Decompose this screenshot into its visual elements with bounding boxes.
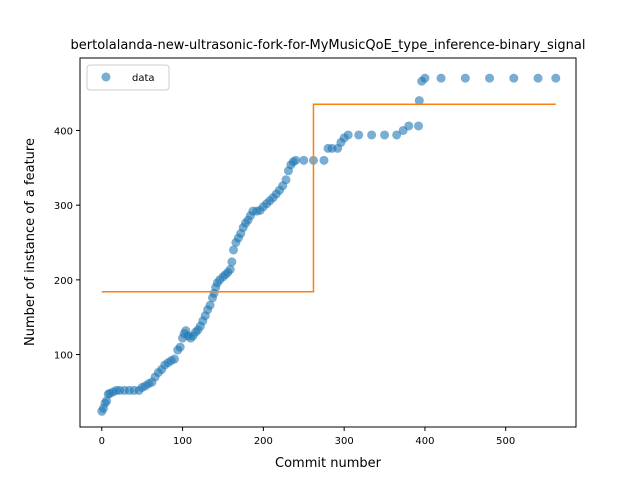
data-point — [102, 396, 112, 406]
data-point — [343, 130, 353, 140]
x-tick-label: 200 — [254, 436, 273, 447]
data-point — [436, 73, 446, 83]
data-point — [414, 96, 424, 106]
data-point — [291, 155, 301, 165]
series-layer — [97, 73, 561, 416]
data-point — [170, 354, 180, 364]
chart-title: bertolalanda-new-ultrasonic-fork-for-MyM… — [71, 38, 586, 53]
legend-box — [86, 64, 170, 91]
data-point — [367, 130, 377, 140]
data-point — [551, 73, 561, 83]
data-point — [485, 73, 495, 83]
x-axis-label: Commit number — [275, 456, 382, 471]
y-tick-label: 100 — [54, 351, 73, 362]
y-tick-label: 300 — [54, 201, 73, 212]
plot-area — [79, 57, 577, 428]
y-axis-label: Number of instance of a feature — [23, 138, 38, 346]
fit-step-line — [101, 103, 556, 293]
axes-frame — [79, 57, 577, 428]
data-point — [380, 130, 390, 140]
data-point — [281, 175, 291, 185]
data-point — [354, 130, 364, 140]
legend-label-data: data — [132, 73, 155, 84]
data-point — [225, 264, 235, 274]
legend: data — [86, 64, 170, 91]
data-point — [420, 73, 430, 83]
data-point — [413, 121, 423, 131]
x-tick-label: 100 — [173, 436, 192, 447]
y-tick-label: 200 — [54, 276, 73, 287]
x-tick-label: 0 — [99, 436, 105, 447]
x-tick-label: 400 — [415, 436, 434, 447]
data-point — [404, 121, 414, 131]
x-tick-label: 500 — [496, 436, 515, 447]
data-point — [319, 155, 329, 165]
data-point — [460, 73, 470, 83]
y-tick-label: 400 — [54, 126, 73, 137]
data-point — [509, 73, 519, 83]
data-point — [205, 300, 215, 310]
x-axis: 0 100 200 300 400 500 — [99, 427, 515, 447]
data-point — [299, 155, 309, 165]
data-point — [392, 130, 402, 140]
legend-marker-data — [101, 72, 111, 82]
y-axis: 100 200 300 400 — [54, 126, 80, 362]
data-point — [175, 342, 185, 352]
x-tick-label: 300 — [335, 436, 354, 447]
data-point — [227, 257, 237, 267]
data-point — [228, 245, 238, 255]
data-point — [533, 73, 543, 83]
